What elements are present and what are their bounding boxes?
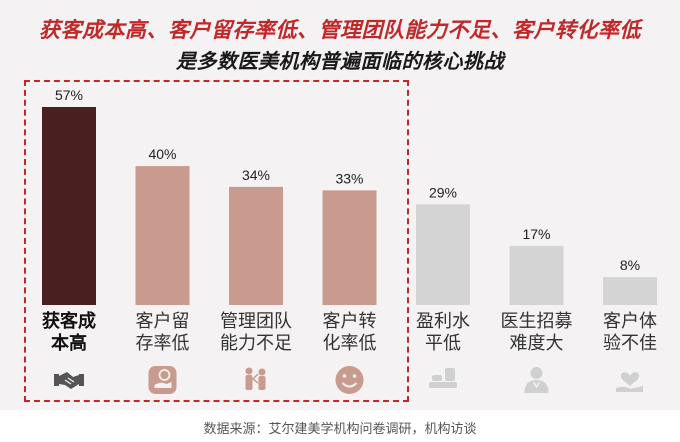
category-label-3-line-0: 客户转 — [323, 311, 377, 331]
handshake-icon — [54, 372, 84, 389]
category-label-5-line-1: 难度大 — [510, 333, 564, 353]
category-label-1-line-0: 客户留 — [136, 311, 190, 331]
category-label-6-line-1: 验不佳 — [603, 333, 657, 353]
coins-icon — [429, 368, 457, 388]
hand-heart-icon — [616, 372, 643, 392]
data-label-5: 17% — [522, 226, 550, 242]
bar-4 — [416, 204, 470, 305]
category-label-2-line-0: 管理团队 — [220, 311, 292, 331]
chart-subtitle: 是多数医美机构普遍面临的核心挑战 — [176, 51, 504, 73]
bar-6 — [603, 277, 657, 305]
data-label-1: 40% — [148, 146, 176, 162]
category-label-2-line-1: 能力不足 — [220, 333, 292, 353]
source-note: 数据来源：艾尔建美学机构问卷调研，机构访谈 — [203, 421, 477, 436]
smile-icon — [335, 366, 364, 394]
category-label-5-line-0: 医生招募 — [501, 311, 573, 331]
highlight-box — [24, 80, 409, 402]
chart-title: 获客成本高、客户留存率低、管理团队能力不足、客户转化率低 — [39, 19, 641, 42]
category-label-0-line-0: 获客成 — [42, 310, 96, 331]
category-label-1-line-1: 存率低 — [136, 333, 190, 353]
category-label-4-line-1: 平低 — [425, 333, 461, 353]
data-label-0: 57% — [55, 87, 83, 103]
data-label-4: 29% — [429, 184, 457, 200]
data-label-6: 8% — [620, 257, 640, 273]
bar-5 — [509, 245, 564, 305]
bar-1 — [135, 166, 190, 305]
doctor-icon — [524, 367, 549, 393]
bar-0 — [42, 107, 96, 305]
category-label-6-line-0: 客户体 — [603, 311, 657, 331]
team-icon — [245, 367, 266, 390]
category-label-4-line-0: 盈利水 — [416, 311, 470, 331]
bar-2 — [229, 186, 283, 305]
category-label-3-line-1: 化率低 — [323, 333, 377, 353]
chart-panel: 获客成本高、客户留存率低、管理团队能力不足、客户转化率低 是多数医美机构普遍面临… — [0, 0, 680, 410]
data-label-3: 33% — [335, 170, 363, 186]
data-label-2: 34% — [242, 167, 270, 183]
category-label-0-line-1: 本高 — [51, 332, 87, 353]
hand-money-icon — [148, 366, 177, 394]
bar-3 — [322, 190, 377, 305]
bar-chart: 57% 获客成本高 40% 客户留存率低 34% 管理团队能力不足 33% 客户转化率低 29%… — [42, 87, 657, 394]
